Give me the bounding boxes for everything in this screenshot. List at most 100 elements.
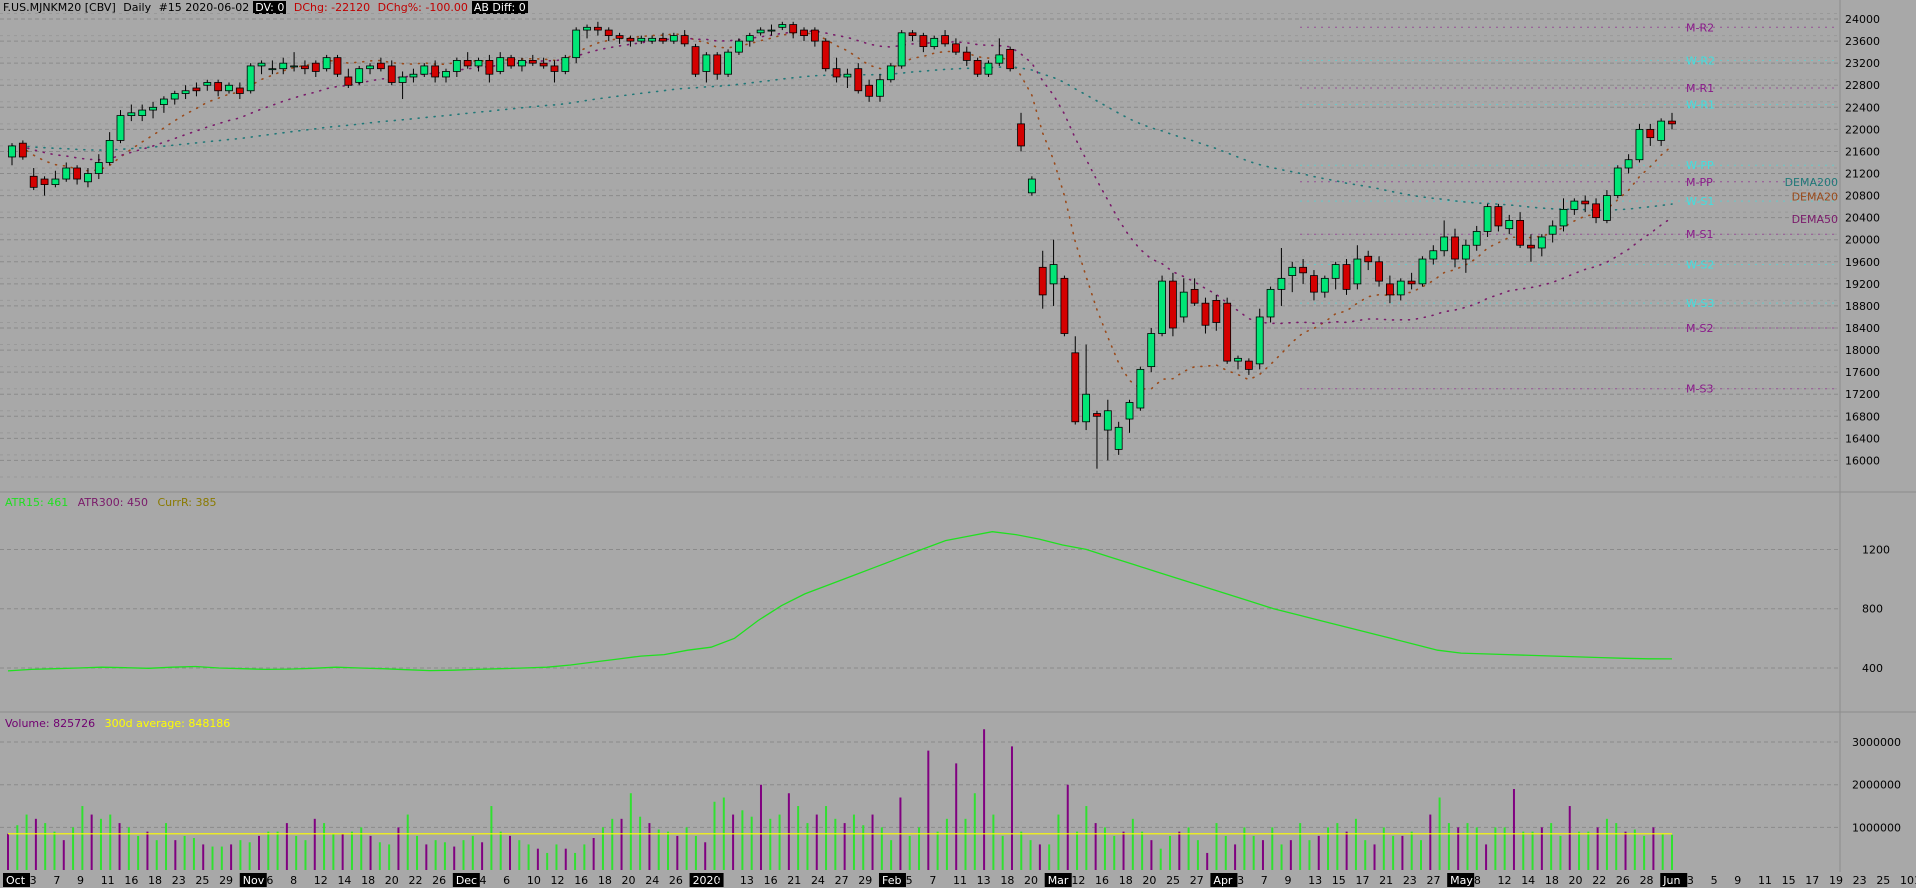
x-tick-label: Dec bbox=[456, 874, 477, 887]
price-tick-label: 17600 bbox=[1845, 366, 1880, 379]
candle-body bbox=[1461, 244, 1470, 260]
x-tick-label: 9 bbox=[1734, 874, 1741, 887]
candle-body bbox=[756, 29, 765, 34]
candle-body bbox=[539, 62, 548, 67]
volume-avg-label: 300d average: 848186 bbox=[104, 717, 231, 730]
x-tick-label: 22 bbox=[1592, 874, 1606, 887]
candle-body bbox=[485, 60, 494, 75]
candle-body bbox=[29, 175, 38, 188]
candle-body bbox=[593, 26, 602, 31]
candle-body bbox=[1451, 236, 1459, 260]
price-tick-label: 16800 bbox=[1845, 410, 1880, 423]
x-tick-label: 9 bbox=[716, 874, 723, 887]
price-tick-label: 17200 bbox=[1845, 388, 1880, 401]
candle-body bbox=[1179, 291, 1188, 318]
pivot-label: M-PP bbox=[1686, 176, 1713, 189]
x-tick-label: 27 bbox=[835, 874, 849, 887]
x-tick-label: 25 bbox=[1876, 874, 1890, 887]
x-tick-label: 18 bbox=[148, 874, 162, 887]
candle-body bbox=[919, 35, 928, 48]
candle-body bbox=[973, 60, 982, 75]
price-tick-label: 24000 bbox=[1845, 13, 1880, 26]
x-tick-label: 11 bbox=[101, 874, 115, 887]
month-label-bg bbox=[878, 873, 906, 887]
ab-diff-label: AB Diff: 0 bbox=[471, 1, 528, 14]
x-tick-label: 9 bbox=[77, 874, 84, 887]
candle-body bbox=[387, 65, 396, 83]
candle-body bbox=[1635, 128, 1644, 161]
candle-body bbox=[192, 87, 201, 92]
candle-body bbox=[854, 68, 863, 92]
candle-body bbox=[290, 65, 298, 68]
x-tick-label: Jun bbox=[1662, 874, 1680, 887]
candle-body bbox=[409, 73, 418, 78]
candle-body bbox=[1559, 208, 1568, 227]
candle-body bbox=[1093, 413, 1101, 417]
candle-body bbox=[246, 65, 255, 92]
price-tick-label: 19200 bbox=[1845, 278, 1880, 291]
x-tick-label: Feb bbox=[882, 874, 901, 887]
x-tick-label: 20 bbox=[385, 874, 399, 887]
dema-label: DEMA50 bbox=[1792, 213, 1838, 226]
candle-body bbox=[1212, 300, 1221, 323]
pivot-label: M-R2 bbox=[1686, 21, 1714, 34]
x-tick-label: 11 bbox=[1758, 874, 1772, 887]
x-tick-label: 10 bbox=[527, 874, 541, 887]
candle-body bbox=[1255, 316, 1264, 365]
candle-body bbox=[800, 29, 808, 36]
candle-body bbox=[1266, 288, 1275, 318]
candle-body bbox=[952, 43, 960, 53]
x-tick-label: 27 bbox=[1427, 874, 1441, 887]
candle-body bbox=[1386, 283, 1394, 296]
candle-body bbox=[149, 106, 157, 111]
x-tick-label: 7 bbox=[1261, 874, 1268, 887]
candle-body bbox=[507, 57, 515, 67]
candle-body bbox=[908, 32, 917, 36]
volume-tick-label: 3000000 bbox=[1852, 736, 1901, 749]
month-label-bg bbox=[1210, 873, 1238, 887]
candle-body bbox=[355, 68, 364, 83]
x-tick-label: Apr bbox=[1213, 874, 1233, 887]
candle-body bbox=[1288, 266, 1297, 276]
x-tick-label: 18 bbox=[1000, 874, 1014, 887]
x-tick-label: 12 bbox=[551, 874, 565, 887]
candle-body bbox=[1190, 288, 1199, 304]
candle-body bbox=[1505, 220, 1514, 230]
x-tick-label: 9 bbox=[1284, 874, 1291, 887]
x-tick-label: 18 bbox=[1545, 874, 1559, 887]
pivot-label: M-S3 bbox=[1686, 383, 1713, 396]
x-tick-label: Nov bbox=[243, 874, 265, 887]
candle-body bbox=[73, 167, 81, 180]
candle-body bbox=[767, 29, 776, 32]
candle-body bbox=[1038, 266, 1047, 296]
candle-body bbox=[376, 62, 385, 70]
candle-body bbox=[1516, 220, 1525, 246]
candle-body bbox=[1483, 206, 1492, 232]
candle-body bbox=[1548, 225, 1557, 235]
x-tick-label: 23 bbox=[172, 874, 186, 887]
candle-body bbox=[474, 60, 483, 67]
pivot-label: M-S2 bbox=[1686, 322, 1713, 335]
dv-label: DV: 0 bbox=[253, 1, 287, 14]
candle-body bbox=[1527, 244, 1535, 249]
candle-body bbox=[1201, 302, 1210, 326]
candle-body bbox=[1136, 368, 1145, 409]
candle-body bbox=[420, 65, 429, 75]
candle-body bbox=[301, 65, 309, 70]
x-tick-label: 29 bbox=[219, 874, 233, 887]
price-tick-label: 21200 bbox=[1845, 168, 1880, 181]
chart-header: F.US.MJNKM20 [CBV] Daily #15 2020-06-02 D… bbox=[3, 1, 532, 14]
x-tick-label: 1018 bbox=[1900, 874, 1916, 887]
symbol-label: F.US.MJNKM20 [CBV] bbox=[3, 1, 116, 14]
candle-body bbox=[821, 40, 830, 70]
candle-body bbox=[886, 65, 895, 81]
price-tick-label: 19600 bbox=[1845, 256, 1880, 269]
price-tick-label: 20800 bbox=[1845, 190, 1880, 203]
candle-body bbox=[1169, 280, 1177, 329]
candle-body bbox=[1244, 360, 1253, 370]
pivot-label: W-S1 bbox=[1686, 195, 1714, 208]
candle-body bbox=[1603, 195, 1611, 221]
dema-label: DEMA20 bbox=[1792, 191, 1838, 204]
candle-body bbox=[398, 76, 407, 83]
